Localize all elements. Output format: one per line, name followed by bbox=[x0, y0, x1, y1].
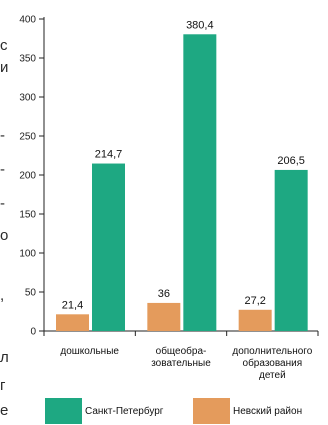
bar-spb bbox=[92, 163, 125, 331]
clipped-text-glyph: е bbox=[0, 402, 9, 419]
data-label: 206,5 bbox=[277, 155, 305, 167]
legend-swatch bbox=[45, 398, 82, 424]
data-label: 380,4 bbox=[186, 19, 214, 31]
data-label: 21,4 bbox=[62, 299, 83, 311]
y-tick-label: 400 bbox=[19, 15, 36, 26]
y-tick-label: 150 bbox=[19, 210, 36, 221]
clipped-text-glyph: л bbox=[0, 349, 9, 366]
bar-nevsky bbox=[147, 302, 181, 331]
x-category-label: зовательные bbox=[151, 358, 211, 369]
clipped-text-glyph: о bbox=[0, 227, 9, 244]
x-category-label: детей bbox=[259, 370, 286, 381]
bar-nevsky bbox=[238, 309, 272, 331]
bar-nevsky bbox=[56, 314, 89, 331]
legend-swatch bbox=[193, 398, 230, 424]
legend-label: Невский район bbox=[233, 406, 302, 417]
x-category-label: образования bbox=[243, 357, 303, 369]
clipped-text-glyph: , bbox=[0, 287, 5, 304]
clipped-text-glyph: и bbox=[0, 59, 9, 76]
clipped-text-glyph: с bbox=[0, 37, 8, 54]
data-label: 27,2 bbox=[244, 295, 265, 307]
y-tick-label: 300 bbox=[19, 93, 36, 104]
x-category-label: дополнительного bbox=[232, 346, 312, 357]
y-tick-label: 100 bbox=[19, 249, 36, 260]
clipped-text-glyph: - bbox=[0, 161, 5, 178]
bar-spb bbox=[183, 34, 217, 332]
clipped-text-glyph: г bbox=[0, 377, 6, 394]
y-tick-label: 250 bbox=[19, 132, 36, 143]
x-category-label: общеобра- bbox=[156, 345, 207, 357]
y-tick-label: 50 bbox=[25, 288, 37, 299]
legend-label: Санкт-Петербург bbox=[85, 405, 164, 417]
data-label: 214,7 bbox=[95, 149, 123, 161]
y-tick-label: 0 bbox=[30, 327, 36, 338]
y-tick-label: 350 bbox=[19, 54, 36, 65]
bar-spb bbox=[274, 169, 308, 331]
y-tick-label: 200 bbox=[19, 171, 36, 182]
clipped-text-glyph: - bbox=[0, 127, 5, 144]
clipped-text-glyph: - bbox=[0, 195, 5, 212]
data-label: 36 bbox=[158, 288, 170, 300]
x-category-label: дошкольные bbox=[60, 346, 119, 357]
